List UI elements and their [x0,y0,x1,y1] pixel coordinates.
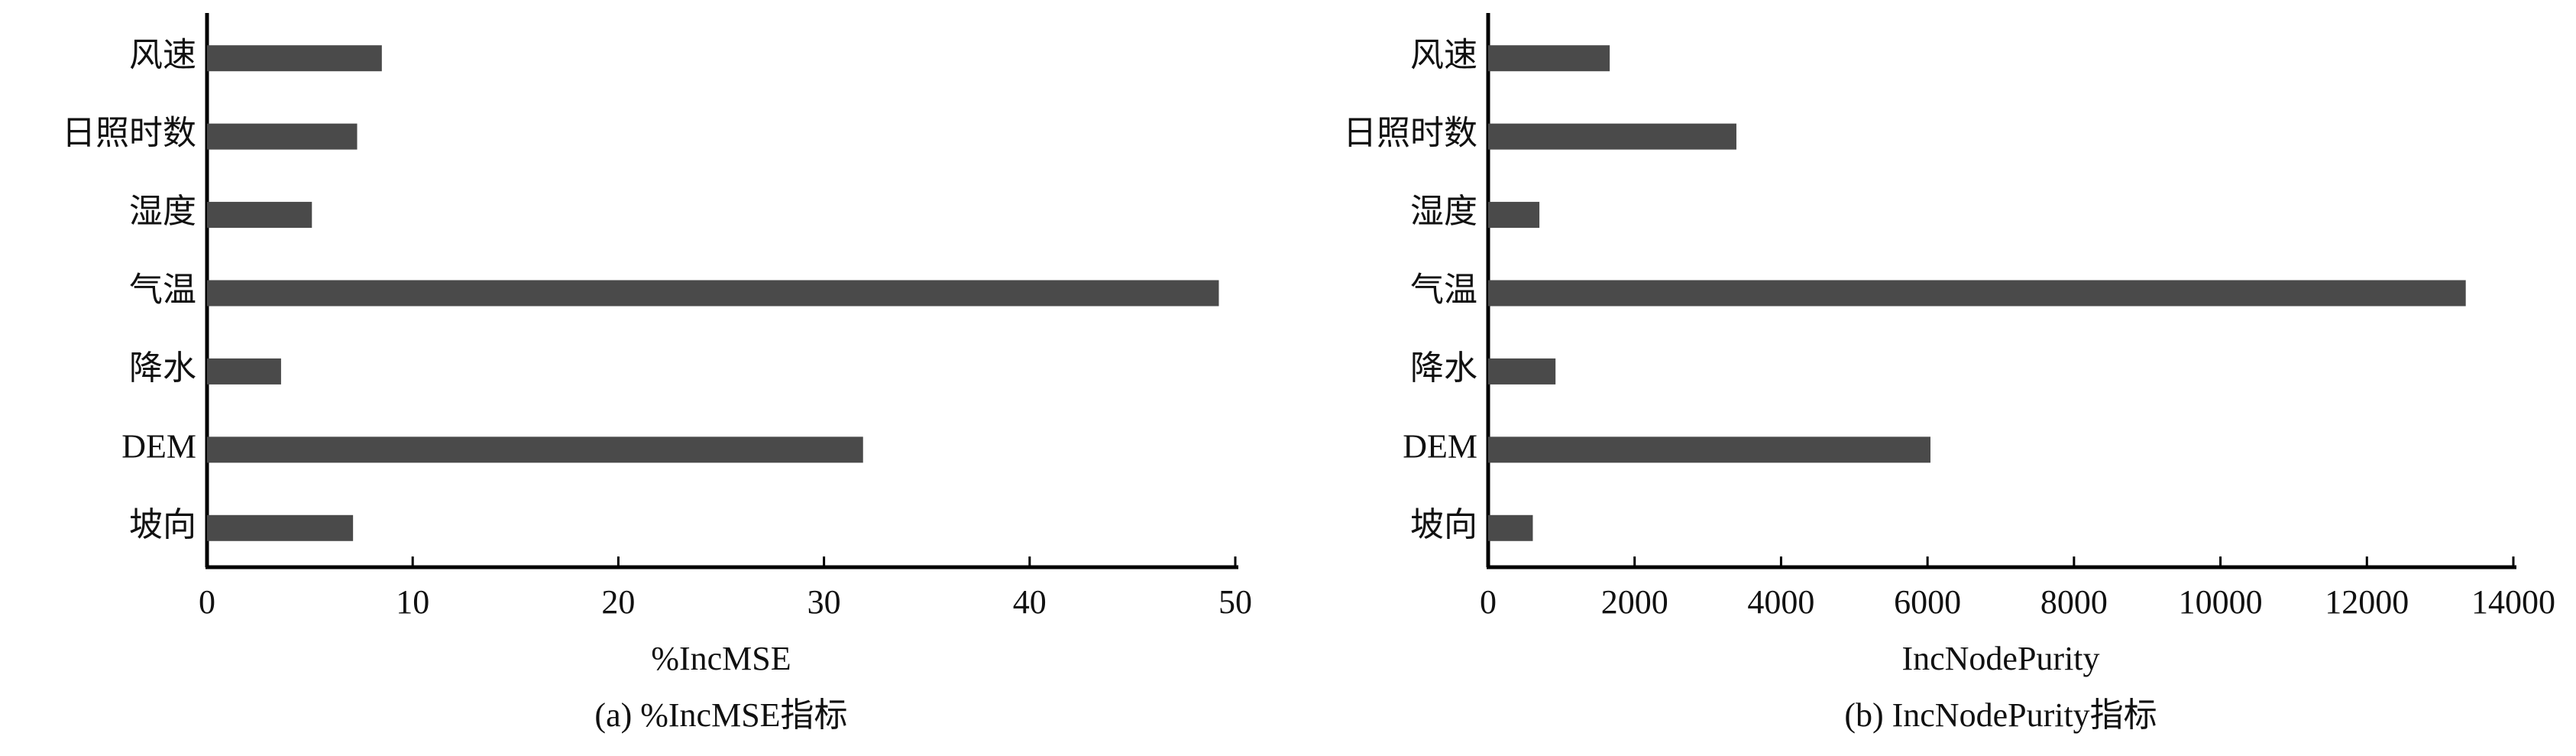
y-tick-label: 风速 [1410,36,1477,73]
y-tick-label: 坡向 [129,506,196,543]
x-axis-label: IncNodePurity [1901,640,2099,677]
y-tick-label: 气温 [1410,271,1477,309]
y-tick-label: 气温 [129,271,196,309]
x-tick-label: 2000 [1601,583,1668,621]
bar [1488,202,1540,229]
x-tick-label: 0 [199,583,215,621]
x-tick-label: 12000 [2325,583,2409,621]
bar [1488,436,1930,463]
x-tick-label: 40 [1013,583,1047,621]
bar [1488,358,1556,384]
bar [1488,514,1533,541]
y-tick-label: 日照时数 [62,115,196,152]
x-tick-label: 30 [807,583,841,621]
x-tick-label: 10000 [2179,583,2263,621]
x-tick-label: 8000 [2040,583,2108,621]
y-tick-label: 日照时数 [1343,115,1477,152]
bar [207,45,382,72]
y-tick-label: DEM [121,427,196,465]
x-tick-label: 4000 [1747,583,1814,621]
caption: (b) IncNodePurity指标 [1844,696,2157,734]
bar [207,514,354,541]
bar [207,358,281,384]
x-tick-label: 6000 [1894,583,1961,621]
y-tick-label: 湿度 [1410,193,1477,230]
bar [207,202,312,229]
x-tick-label: 10 [396,583,429,621]
y-tick-label: 坡向 [1410,506,1477,543]
bar [207,436,863,463]
bar [1488,280,2466,307]
y-tick-label: 降水 [129,349,196,387]
x-tick-label: 14000 [2471,583,2555,621]
x-tick-label: 0 [1480,583,1497,621]
bar [1488,123,1736,150]
caption: (a) %IncMSE指标 [594,696,847,734]
x-tick-label: 50 [1218,583,1252,621]
y-tick-label: 湿度 [129,193,196,230]
x-axis-label: %IncMSE [651,640,791,677]
bar [207,123,358,150]
y-tick-label: 风速 [129,36,196,73]
x-tick-label: 20 [601,583,635,621]
y-tick-label: 降水 [1410,349,1477,387]
bar [1488,45,1610,72]
bar [207,280,1219,307]
y-tick-label: DEM [1403,427,1477,465]
